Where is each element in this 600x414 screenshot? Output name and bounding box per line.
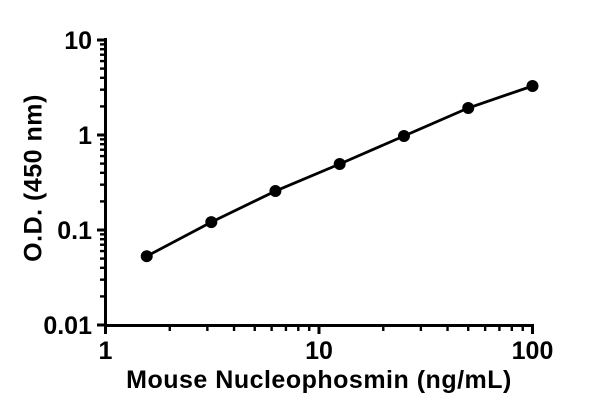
data-point-marker	[526, 79, 539, 92]
data-point-marker	[333, 158, 346, 171]
y-tick-label: 1	[78, 122, 92, 150]
data-point-marker	[205, 216, 218, 229]
y-tick-label: 10	[64, 27, 92, 55]
data-point-marker	[462, 102, 475, 115]
x-tick-label: 1	[99, 337, 113, 365]
x-axis-title: Mouse Nucleophosmin (ng/mL)	[126, 366, 512, 394]
standard-curve-line	[146, 84, 533, 258]
data-point-marker	[397, 130, 410, 143]
y-tick-label: 0.01	[43, 312, 92, 340]
data-point-marker	[140, 250, 153, 263]
x-tick-label: 100	[512, 337, 554, 365]
x-tick-label: 10	[305, 337, 333, 365]
data-point-marker	[269, 185, 282, 198]
y-axis-title: O.D. (450 nm)	[19, 94, 48, 262]
y-tick-label: 0.1	[57, 217, 92, 245]
